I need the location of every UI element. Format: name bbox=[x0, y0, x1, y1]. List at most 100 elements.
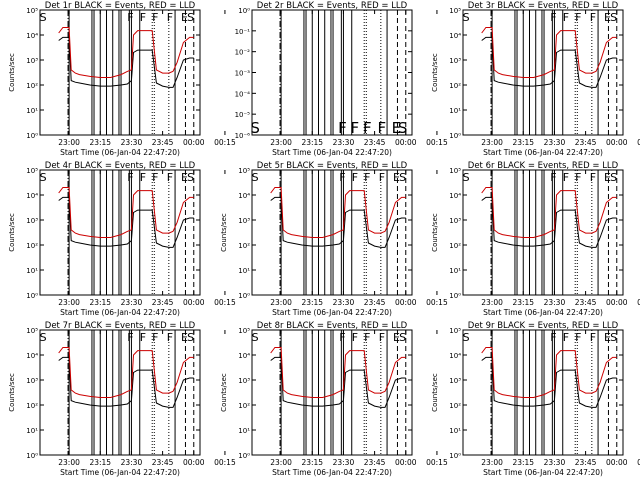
plot-frame bbox=[251, 329, 413, 456]
flag-label: S bbox=[40, 331, 47, 344]
plot-frame bbox=[251, 169, 413, 296]
y-axis-label: Counts/sec bbox=[431, 53, 439, 92]
plot-frame bbox=[462, 169, 624, 296]
x-tick-label: 23:45 bbox=[575, 138, 597, 147]
x-tick-label: 00:00 bbox=[606, 458, 628, 467]
panel-title: Det 4r BLACK = Events, RED = LLD bbox=[45, 161, 196, 171]
flag-label: F bbox=[550, 331, 556, 344]
x-tick-label: 23:00 bbox=[58, 298, 80, 307]
y-tick-label: 10⁻² bbox=[235, 49, 251, 57]
y-tick-label: 10⁰ bbox=[26, 452, 38, 460]
flag-label: S bbox=[610, 11, 617, 24]
panel-title: Det 6r BLACK = Events, RED = LLD bbox=[468, 161, 619, 171]
y-tick-label: 10¹ bbox=[238, 267, 250, 275]
flag-label: F bbox=[550, 11, 556, 24]
x-tick-label: 23:15 bbox=[301, 298, 323, 307]
y-tick-label: 10⁵ bbox=[26, 7, 38, 15]
x-tick-label: 23:45 bbox=[152, 138, 174, 147]
flag-label: F bbox=[140, 331, 146, 344]
x-axis-label: Start Time (06-Jan-04 22:47:20) bbox=[60, 468, 180, 477]
x-tick-label: 00:00 bbox=[183, 298, 205, 307]
flag-label: S bbox=[399, 331, 406, 344]
lld-series-line bbox=[481, 27, 617, 78]
lld-series-line bbox=[58, 347, 194, 398]
lld-series-line bbox=[58, 187, 194, 238]
flag-label: S bbox=[40, 11, 47, 24]
y-tick-label: 10⁴ bbox=[449, 352, 461, 360]
flag-label: S bbox=[610, 331, 617, 344]
x-tick-label: 23:30 bbox=[121, 298, 143, 307]
x-tick-label: 00:00 bbox=[395, 458, 417, 467]
panel-title: Det 9r BLACK = Events, RED = LLD bbox=[468, 321, 619, 331]
x-tick-label: 23:00 bbox=[270, 298, 292, 307]
flag-label: E bbox=[181, 171, 188, 184]
x-tick-label: 23:30 bbox=[121, 138, 143, 147]
plot-area bbox=[270, 330, 407, 455]
y-tick-label: 10¹ bbox=[26, 107, 38, 115]
flag-label: S bbox=[398, 119, 408, 137]
x-tick-label: 23:15 bbox=[512, 138, 534, 147]
y-tick-label: 10⁵ bbox=[449, 167, 461, 175]
plot-area bbox=[58, 330, 195, 455]
lld-series-line bbox=[270, 347, 406, 398]
flag-label: F bbox=[590, 11, 596, 24]
panel-title: Det 1r BLACK = Events, RED = LLD bbox=[45, 1, 196, 11]
panel-title: Det 8r BLACK = Events, RED = LLD bbox=[257, 321, 408, 331]
y-tick-label: 10⁵ bbox=[26, 167, 38, 175]
y-tick-label: 10³ bbox=[449, 377, 461, 385]
x-tick-label: 23:00 bbox=[481, 138, 503, 147]
y-tick-label: 10⁴ bbox=[449, 32, 461, 40]
flag-label: F bbox=[563, 331, 569, 344]
flag-label: E bbox=[181, 331, 188, 344]
events-series-line bbox=[58, 36, 194, 88]
y-tick-label: 10⁰ bbox=[449, 452, 461, 460]
y-tick-label: 10⁰ bbox=[449, 292, 461, 300]
x-axis-label: Start Time (06-Jan-04 22:47:20) bbox=[483, 308, 603, 317]
x-tick-label: 23:45 bbox=[364, 458, 386, 467]
flag-label: F bbox=[363, 119, 372, 137]
events-series-line bbox=[58, 196, 194, 248]
x-tick-label: 00:00 bbox=[606, 138, 628, 147]
y-axis-label: Counts/sec bbox=[431, 373, 439, 412]
y-tick-label: 10⁰ bbox=[238, 452, 250, 460]
y-tick-label: 10² bbox=[238, 402, 250, 410]
y-tick-label: 10³ bbox=[449, 217, 461, 225]
x-tick-label: 00:15 bbox=[426, 138, 448, 147]
y-tick-label: 10⁵ bbox=[449, 7, 461, 15]
y-tick-label: 10¹ bbox=[449, 107, 461, 115]
panel-title: Det 5r BLACK = Events, RED = LLD bbox=[257, 161, 408, 171]
panel-title: Det 2r BLACK = Events, RED = LLD bbox=[257, 1, 408, 11]
x-tick-label: 23:15 bbox=[301, 458, 323, 467]
flag-label: E bbox=[604, 171, 611, 184]
events-series-line bbox=[481, 196, 617, 248]
x-tick-label: 00:15 bbox=[214, 298, 236, 307]
events-series-line bbox=[481, 356, 617, 408]
x-axis-label: Start Time (06-Jan-04 22:47:20) bbox=[483, 468, 603, 477]
flag-label: F bbox=[127, 331, 133, 344]
y-tick-label: 10⁴ bbox=[26, 192, 38, 200]
flag-label: S bbox=[250, 119, 260, 137]
flag-label: E bbox=[604, 11, 611, 24]
x-tick-label: 00:00 bbox=[395, 298, 417, 307]
x-tick-label: 23:45 bbox=[152, 458, 174, 467]
events-series-line bbox=[481, 36, 617, 88]
y-axis-label: Counts/sec bbox=[8, 53, 16, 92]
flag-label: E bbox=[393, 331, 400, 344]
x-tick-label: 23:15 bbox=[512, 298, 534, 307]
x-axis-label: Start Time (06-Jan-04 22:47:20) bbox=[272, 468, 392, 477]
y-tick-label: 10³ bbox=[238, 217, 250, 225]
y-tick-label: 10¹ bbox=[449, 427, 461, 435]
x-tick-label: 23:00 bbox=[270, 138, 292, 147]
x-tick-label: 23:30 bbox=[333, 138, 355, 147]
x-tick-label: 00:15 bbox=[426, 458, 448, 467]
x-axis-label: Start Time (06-Jan-04 22:47:20) bbox=[272, 148, 392, 157]
plot-area bbox=[481, 330, 618, 455]
flag-label: F bbox=[379, 331, 385, 344]
x-tick-label: 23:30 bbox=[544, 138, 566, 147]
x-axis-label: Start Time (06-Jan-04 22:47:20) bbox=[272, 308, 392, 317]
flag-label: S bbox=[187, 171, 194, 184]
flag-label: F bbox=[352, 331, 358, 344]
flag-label: F bbox=[575, 331, 581, 344]
